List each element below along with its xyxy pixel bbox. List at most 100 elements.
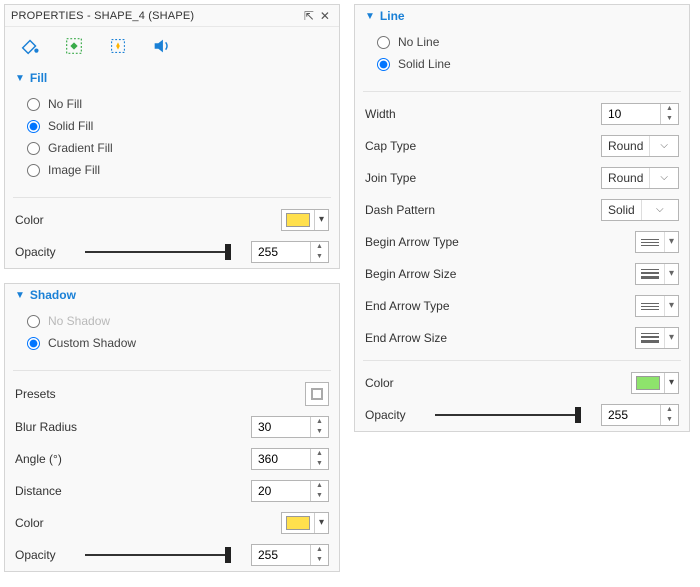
- line-opacity-label: Opacity: [365, 408, 425, 422]
- shadow-color-swatch: [286, 516, 310, 530]
- fill-option-gradient-fill[interactable]: Gradient Fill: [15, 137, 329, 159]
- begin-arrow-type-select[interactable]: ▾: [635, 231, 679, 253]
- line-width-spinner[interactable]: ▲▼: [601, 103, 679, 125]
- gradient-fill-radio[interactable]: [27, 142, 40, 155]
- end-arrow-type-select[interactable]: ▾: [635, 295, 679, 317]
- shadow-preset-button[interactable]: [305, 382, 329, 406]
- shadow-option-no-shadow[interactable]: No Shadow: [15, 310, 329, 332]
- angle-label: Angle (°): [15, 452, 135, 466]
- shadow-opacity-label: Opacity: [15, 548, 75, 562]
- solid-fill-label: Solid Fill: [48, 119, 93, 133]
- fill-section-header[interactable]: ▼ Fill: [5, 67, 339, 91]
- transform-tool-icon[interactable]: [107, 35, 129, 57]
- chevron-down-icon: ▾: [664, 296, 678, 316]
- cap-type-label: Cap Type: [365, 139, 485, 153]
- chevron-down-icon: ▾: [664, 328, 678, 348]
- spinner-up-icon[interactable]: ▲: [661, 104, 678, 114]
- audio-tool-icon[interactable]: [151, 35, 173, 57]
- fill-opacity-input[interactable]: [252, 242, 310, 262]
- no-fill-radio[interactable]: [27, 98, 40, 111]
- fill-tool-icon[interactable]: [19, 35, 41, 57]
- spinner-up-icon[interactable]: ▲: [311, 481, 328, 491]
- join-type-label: Join Type: [365, 171, 485, 185]
- line-color-label: Color: [365, 376, 485, 390]
- spinner-up-icon[interactable]: ▲: [311, 449, 328, 459]
- line-section-header[interactable]: ▼ Line: [355, 5, 689, 29]
- collapse-icon: ▼: [15, 73, 25, 84]
- dash-pattern-select[interactable]: Solid ⌵: [601, 199, 679, 221]
- chevron-down-icon: ▾: [664, 373, 678, 393]
- distance-input[interactable]: [252, 481, 310, 501]
- spinner-down-icon[interactable]: ▼: [311, 427, 328, 437]
- join-type-select[interactable]: Round ⌵: [601, 167, 679, 189]
- line-width-label: Width: [365, 107, 485, 121]
- properties-toolbar: [5, 27, 339, 67]
- spinner-down-icon[interactable]: ▼: [661, 415, 678, 425]
- spinner-down-icon[interactable]: ▼: [661, 114, 678, 124]
- spinner-up-icon[interactable]: ▲: [311, 242, 328, 252]
- gradient-fill-label: Gradient Fill: [48, 141, 113, 155]
- no-shadow-radio[interactable]: [27, 315, 40, 328]
- fill-opacity-spinner[interactable]: ▲▼: [251, 241, 329, 263]
- angle-input[interactable]: [252, 449, 310, 469]
- chevron-down-icon: ⌵: [649, 168, 678, 188]
- spinner-down-icon[interactable]: ▼: [311, 491, 328, 501]
- dash-pattern-value: Solid: [602, 203, 641, 217]
- fill-color-swatch: [286, 213, 310, 227]
- shadow-opacity-input[interactable]: [252, 545, 310, 565]
- line-option-solid-line[interactable]: Solid Line: [365, 53, 679, 75]
- shadow-panel: ▼ Shadow No Shadow Custom Shadow Presets…: [4, 283, 340, 572]
- solid-line-label: Solid Line: [398, 57, 451, 71]
- pin-icon[interactable]: ⇱: [301, 9, 317, 23]
- shadow-section-header[interactable]: ▼ Shadow: [5, 284, 339, 308]
- shadow-option-custom-shadow[interactable]: Custom Shadow: [15, 332, 329, 354]
- chevron-down-icon: ▾: [314, 513, 328, 533]
- spinner-down-icon[interactable]: ▼: [311, 252, 328, 262]
- presets-label: Presets: [15, 387, 135, 401]
- solid-fill-radio[interactable]: [27, 120, 40, 133]
- fill-color-picker[interactable]: ▾: [281, 209, 329, 231]
- line-opacity-spinner[interactable]: ▲▼: [601, 404, 679, 426]
- line-color-picker[interactable]: ▾: [631, 372, 679, 394]
- arrow-lines-icon: [636, 300, 664, 313]
- angle-spinner[interactable]: ▲▼: [251, 448, 329, 470]
- join-type-value: Round: [602, 171, 649, 185]
- arrow-lines-icon: [636, 330, 664, 346]
- shadow-color-label: Color: [15, 516, 135, 530]
- line-opacity-slider[interactable]: [435, 414, 581, 416]
- end-arrow-size-select[interactable]: ▾: [635, 327, 679, 349]
- fill-option-solid-fill[interactable]: Solid Fill: [15, 115, 329, 137]
- cap-type-value: Round: [602, 139, 649, 153]
- fill-opacity-slider[interactable]: [85, 251, 231, 253]
- line-panel: ▼ Line No Line Solid Line Width ▲▼ Cap T…: [354, 4, 690, 432]
- dash-pattern-label: Dash Pattern: [365, 203, 485, 217]
- bounds-tool-icon[interactable]: [63, 35, 85, 57]
- line-opacity-input[interactable]: [602, 405, 660, 425]
- distance-spinner[interactable]: ▲▼: [251, 480, 329, 502]
- spinner-down-icon[interactable]: ▼: [311, 459, 328, 469]
- image-fill-radio[interactable]: [27, 164, 40, 177]
- line-width-input[interactable]: [602, 104, 660, 124]
- no-line-radio[interactable]: [377, 36, 390, 49]
- spinner-down-icon[interactable]: ▼: [311, 555, 328, 565]
- spinner-up-icon[interactable]: ▲: [311, 545, 328, 555]
- fill-color-label: Color: [15, 213, 135, 227]
- arrow-lines-icon: [636, 266, 664, 282]
- begin-arrow-size-select[interactable]: ▾: [635, 263, 679, 285]
- blur-radius-input[interactable]: [252, 417, 310, 437]
- shadow-color-picker[interactable]: ▾: [281, 512, 329, 534]
- shadow-opacity-spinner[interactable]: ▲▼: [251, 544, 329, 566]
- end-arrow-size-label: End Arrow Size: [365, 331, 515, 345]
- solid-line-radio[interactable]: [377, 58, 390, 71]
- fill-option-image-fill[interactable]: Image Fill: [15, 159, 329, 181]
- shadow-opacity-slider[interactable]: [85, 554, 231, 556]
- custom-shadow-radio[interactable]: [27, 337, 40, 350]
- line-option-no-line[interactable]: No Line: [365, 31, 679, 53]
- cap-type-select[interactable]: Round ⌵: [601, 135, 679, 157]
- spinner-up-icon[interactable]: ▲: [661, 405, 678, 415]
- close-icon[interactable]: ✕: [317, 9, 333, 23]
- blur-radius-spinner[interactable]: ▲▼: [251, 416, 329, 438]
- collapse-icon: ▼: [365, 11, 375, 22]
- fill-option-no-fill[interactable]: No Fill: [15, 93, 329, 115]
- spinner-up-icon[interactable]: ▲: [311, 417, 328, 427]
